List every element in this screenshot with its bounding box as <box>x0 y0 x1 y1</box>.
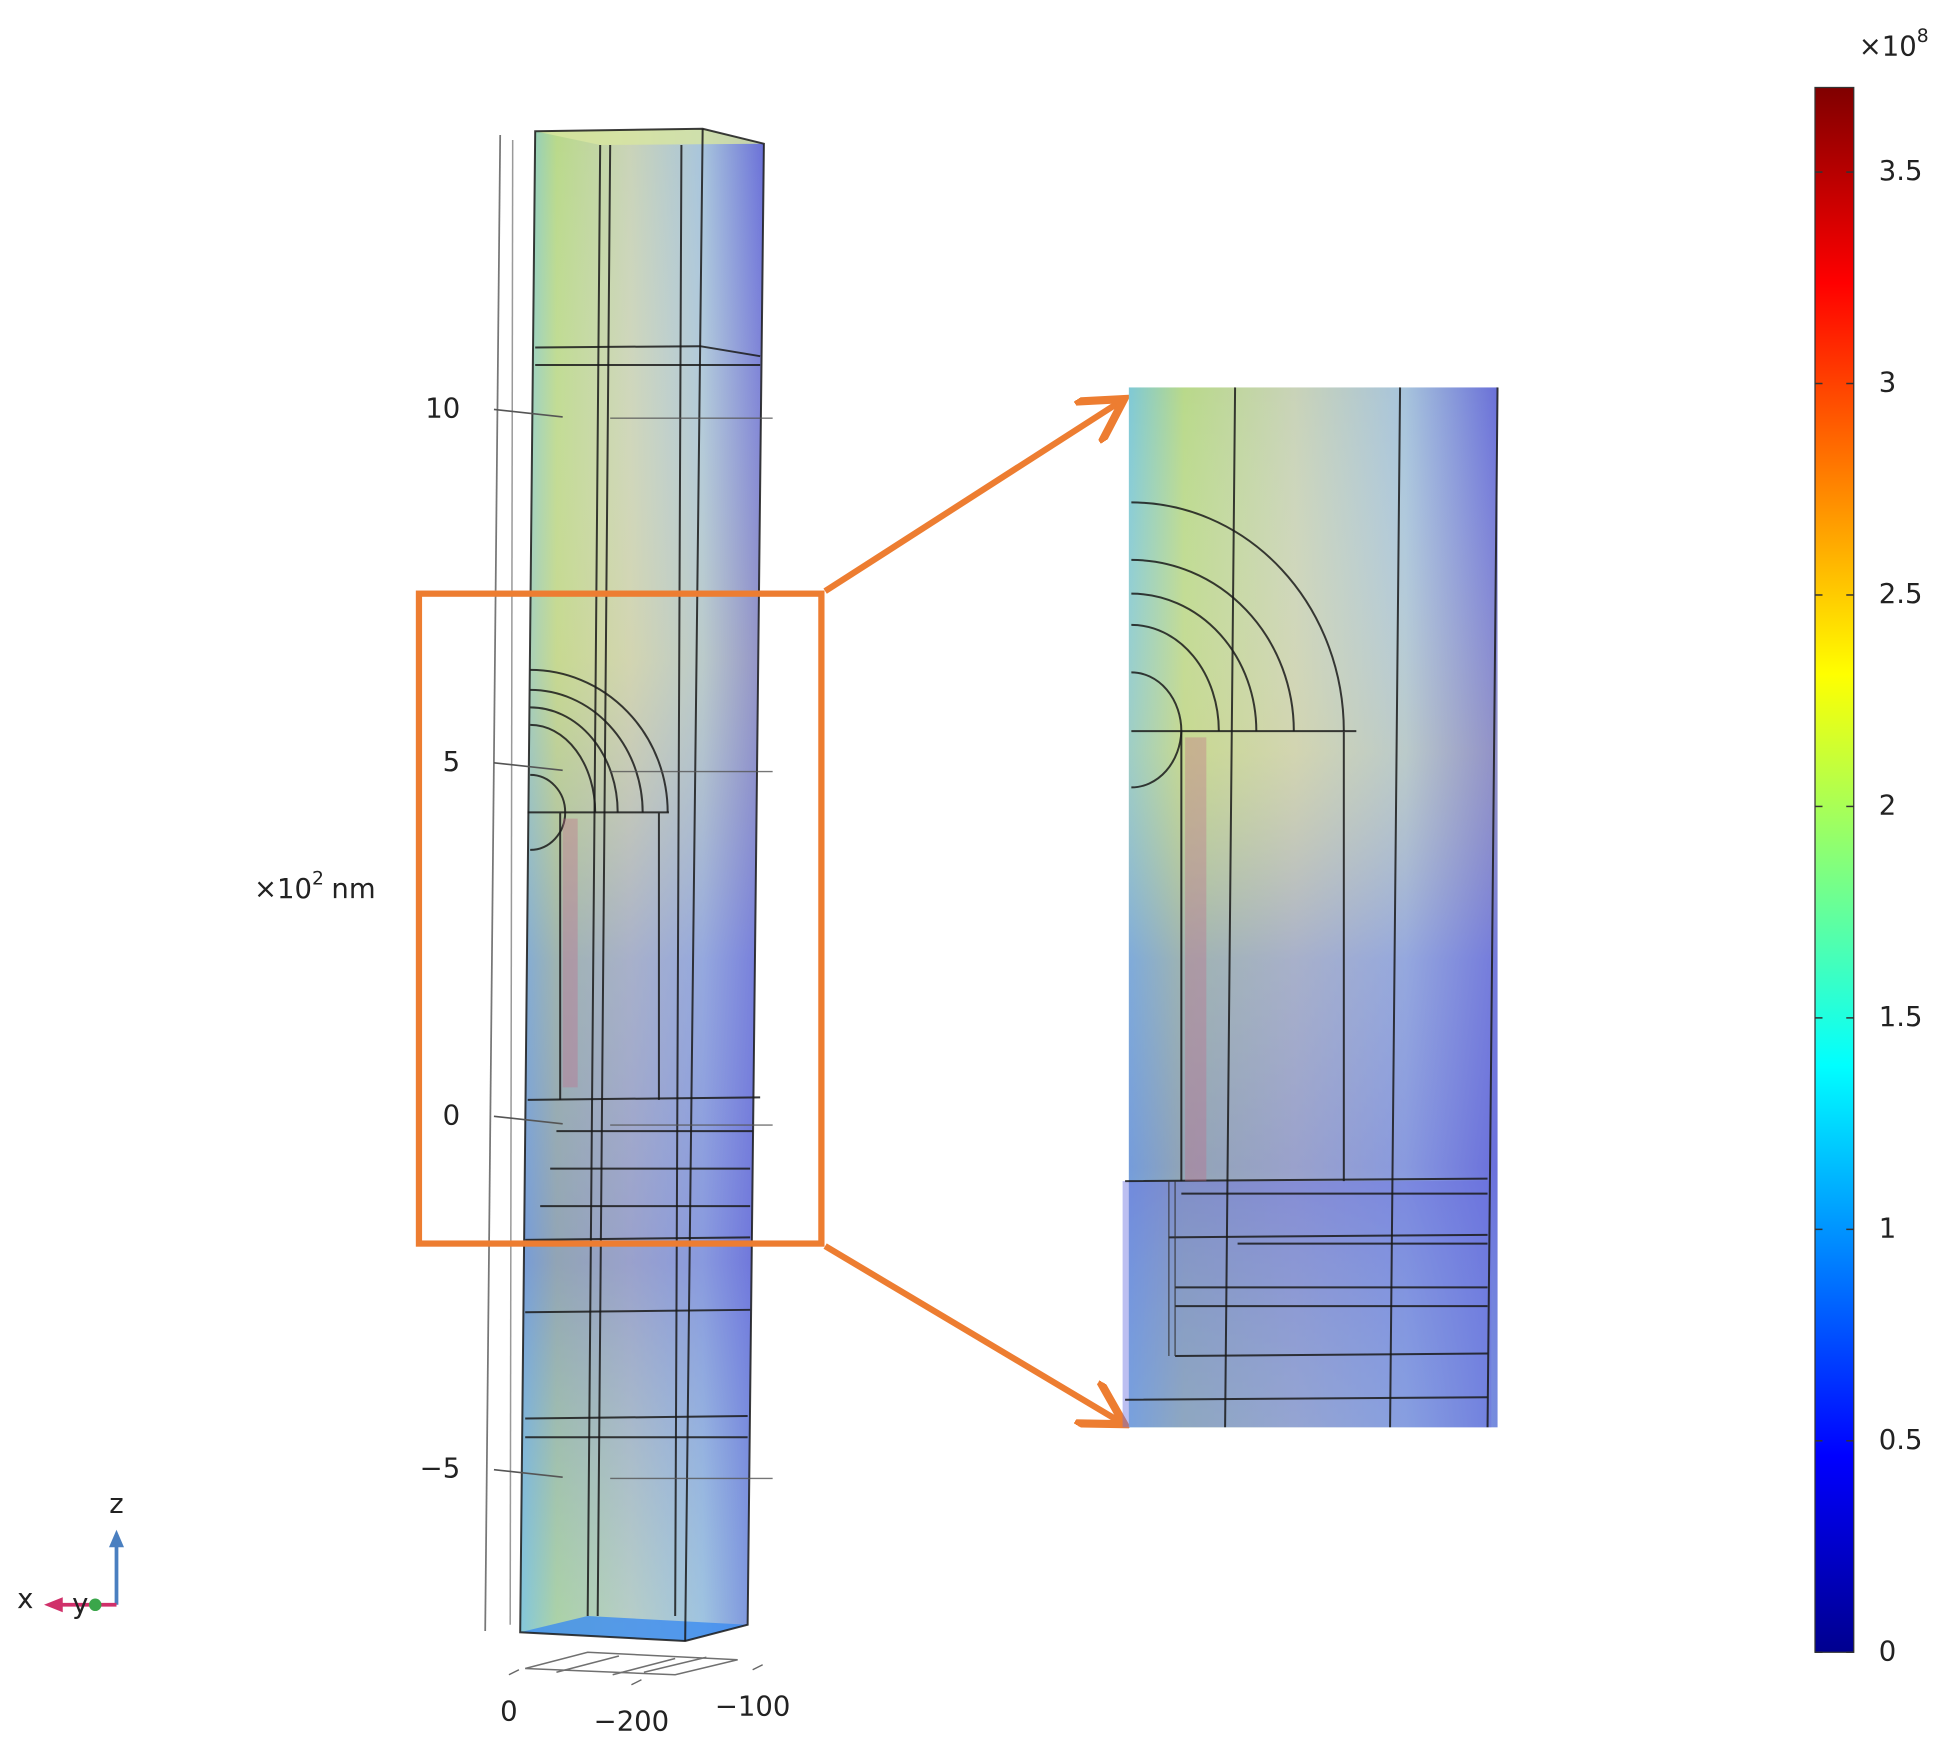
z-unit-label: ×102 nm <box>254 868 376 905</box>
z-tick-label: −5 <box>420 1453 461 1485</box>
colorbar-tick-label: 0.5 <box>1879 1424 1923 1456</box>
colorbar-tick-label: 1.5 <box>1879 1001 1923 1033</box>
axis-line <box>484 134 502 1632</box>
z-tick <box>493 408 563 418</box>
colorbar-tick-label: 0 <box>1879 1635 1897 1667</box>
z-tick <box>493 762 563 772</box>
colorbar-tick-label: 2 <box>1879 789 1897 821</box>
axis-triad: z x y <box>17 1488 124 1620</box>
base-grid <box>525 1651 738 1676</box>
z-tick-label: 10 <box>425 392 460 424</box>
colorbar <box>1814 86 1855 1653</box>
zoom-box <box>415 590 825 1247</box>
base-tick-label: 0 <box>500 1695 518 1727</box>
colorbar-tick-label: 1 <box>1879 1212 1897 1244</box>
column-geometry <box>519 127 765 1643</box>
base-tick <box>508 1669 520 1676</box>
z-tick <box>493 1468 563 1478</box>
z-tick-label: 5 <box>443 746 461 778</box>
z-tick-label: 0 <box>443 1099 461 1131</box>
colorbar-tick-label: 2.5 <box>1879 578 1923 610</box>
colorbar-tick-label: 3.5 <box>1879 155 1923 187</box>
zoom-arrow <box>823 402 1119 594</box>
triad-y-label: y <box>72 1588 88 1620</box>
z-tick <box>493 1115 563 1125</box>
base-tick <box>631 1679 642 1686</box>
triad-x-label: x <box>17 1583 33 1615</box>
colorbar-tick-label: 3 <box>1879 367 1897 399</box>
base-tick-label: −100 <box>715 1690 791 1722</box>
triad-z-label: z <box>109 1488 123 1520</box>
zoom-arrow <box>823 1243 1119 1421</box>
base-tick <box>752 1664 763 1671</box>
zoom-inset <box>1122 387 1499 1428</box>
axis-line <box>509 139 514 1625</box>
base-tick-label: −200 <box>594 1705 670 1737</box>
colorbar-multiplier: ×108 <box>1859 26 1929 63</box>
